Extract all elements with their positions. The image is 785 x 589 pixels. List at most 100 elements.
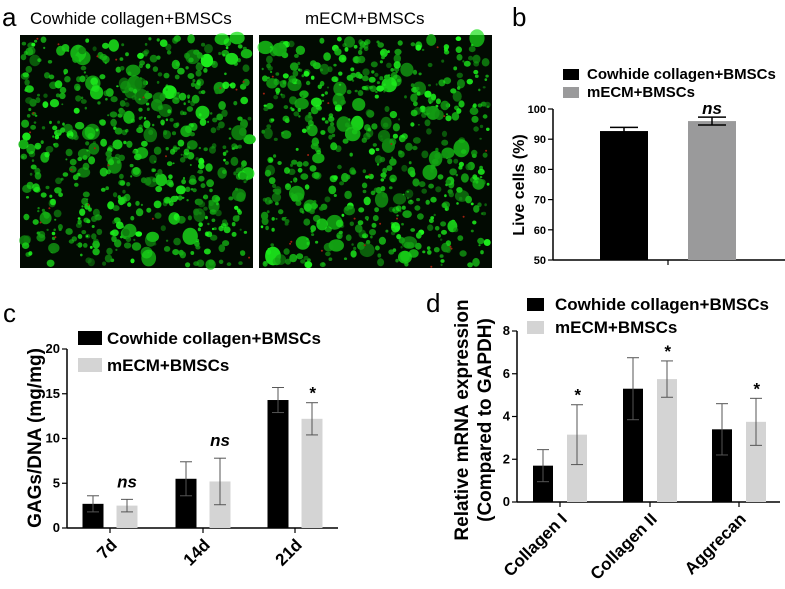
live-cell	[366, 219, 369, 221]
legend-label: mECM+BMSCs	[587, 84, 695, 101]
live-cell	[165, 84, 169, 88]
live-cell	[364, 124, 371, 131]
live-cell	[453, 227, 459, 233]
live-cell	[395, 71, 398, 74]
live-cell	[415, 44, 422, 51]
live-cell	[64, 76, 71, 83]
live-cell	[316, 218, 328, 231]
live-cell	[336, 116, 351, 132]
live-cell	[426, 128, 432, 135]
live-cell	[239, 172, 247, 181]
live-cell	[435, 147, 439, 152]
live-cell	[401, 236, 418, 249]
live-cell	[340, 99, 346, 105]
live-cell	[378, 236, 386, 245]
live-cell	[486, 105, 490, 109]
live-cell	[377, 129, 391, 143]
live-cell	[349, 167, 356, 175]
live-cell	[349, 169, 352, 173]
live-cell	[140, 203, 143, 207]
live-cell	[331, 133, 336, 138]
y-tick-label: 8	[503, 323, 510, 338]
live-cell	[54, 134, 60, 140]
live-cell	[230, 156, 239, 166]
live-cell	[301, 74, 305, 78]
live-cell	[313, 200, 317, 204]
live-cell	[416, 91, 421, 96]
live-cell	[371, 70, 375, 74]
live-cell	[21, 119, 30, 128]
live-cell	[185, 66, 189, 70]
live-cell	[197, 62, 201, 65]
panel-label-d: d	[426, 288, 440, 318]
live-cell	[390, 178, 395, 183]
live-cell	[328, 257, 333, 262]
live-cell	[28, 107, 32, 112]
live-cell	[410, 122, 415, 127]
live-cell	[221, 49, 230, 57]
live-cell	[138, 98, 141, 101]
live-cell	[358, 125, 361, 129]
live-cell	[24, 79, 30, 86]
live-cell	[34, 142, 42, 150]
live-cell	[102, 55, 110, 64]
live-cell	[143, 49, 150, 55]
live-cell	[65, 158, 68, 161]
live-cell	[445, 113, 449, 116]
dead-cell	[165, 155, 167, 158]
live-cell	[28, 251, 33, 256]
live-cell	[164, 198, 171, 204]
live-cell	[426, 34, 437, 46]
live-cell	[435, 98, 441, 105]
live-cell	[77, 219, 82, 225]
live-cell	[282, 80, 287, 85]
panel-label-b: b	[512, 2, 526, 32]
live-cell	[51, 236, 56, 241]
legend-swatch	[563, 87, 579, 98]
live-cell	[206, 179, 215, 188]
live-cell	[173, 122, 179, 129]
live-cell	[86, 235, 89, 238]
live-cell	[23, 213, 30, 221]
live-cell	[84, 106, 88, 110]
live-cell	[37, 58, 42, 62]
live-cell	[44, 72, 50, 79]
live-cell	[444, 207, 448, 211]
live-cell	[482, 114, 488, 119]
live-cell	[310, 97, 322, 107]
live-cell	[395, 205, 402, 212]
live-cell	[102, 42, 109, 49]
live-cell	[215, 209, 222, 217]
live-cell	[182, 176, 186, 180]
live-cell	[28, 185, 32, 188]
live-cell	[300, 259, 306, 264]
live-cell	[20, 153, 28, 160]
live-cell	[210, 127, 217, 134]
live-cell	[414, 205, 421, 211]
live-cell	[370, 61, 378, 68]
live-cell	[216, 113, 224, 121]
live-cell	[458, 161, 464, 167]
live-cell	[120, 196, 127, 204]
y-tick-label: 10	[46, 431, 60, 446]
dead-cell	[57, 43, 60, 46]
live-cell	[387, 50, 390, 54]
live-cell	[243, 134, 256, 145]
live-cell	[45, 185, 50, 190]
live-cell	[391, 223, 396, 228]
live-cell	[69, 158, 77, 166]
live-cell	[195, 245, 201, 250]
live-cell	[460, 149, 467, 154]
image-title-cowhide: Cowhide collagen+BMSCs	[30, 9, 232, 28]
live-cell	[106, 247, 113, 255]
live-cell	[178, 92, 187, 101]
dead-cell	[307, 154, 310, 156]
live-cell	[404, 95, 407, 99]
live-cell	[477, 237, 485, 245]
dead-cell	[379, 222, 382, 225]
live-cell	[354, 89, 358, 93]
live-cell	[469, 29, 485, 47]
live-cell	[85, 74, 88, 78]
significance-label: ns	[117, 472, 137, 491]
live-cell	[234, 205, 239, 210]
